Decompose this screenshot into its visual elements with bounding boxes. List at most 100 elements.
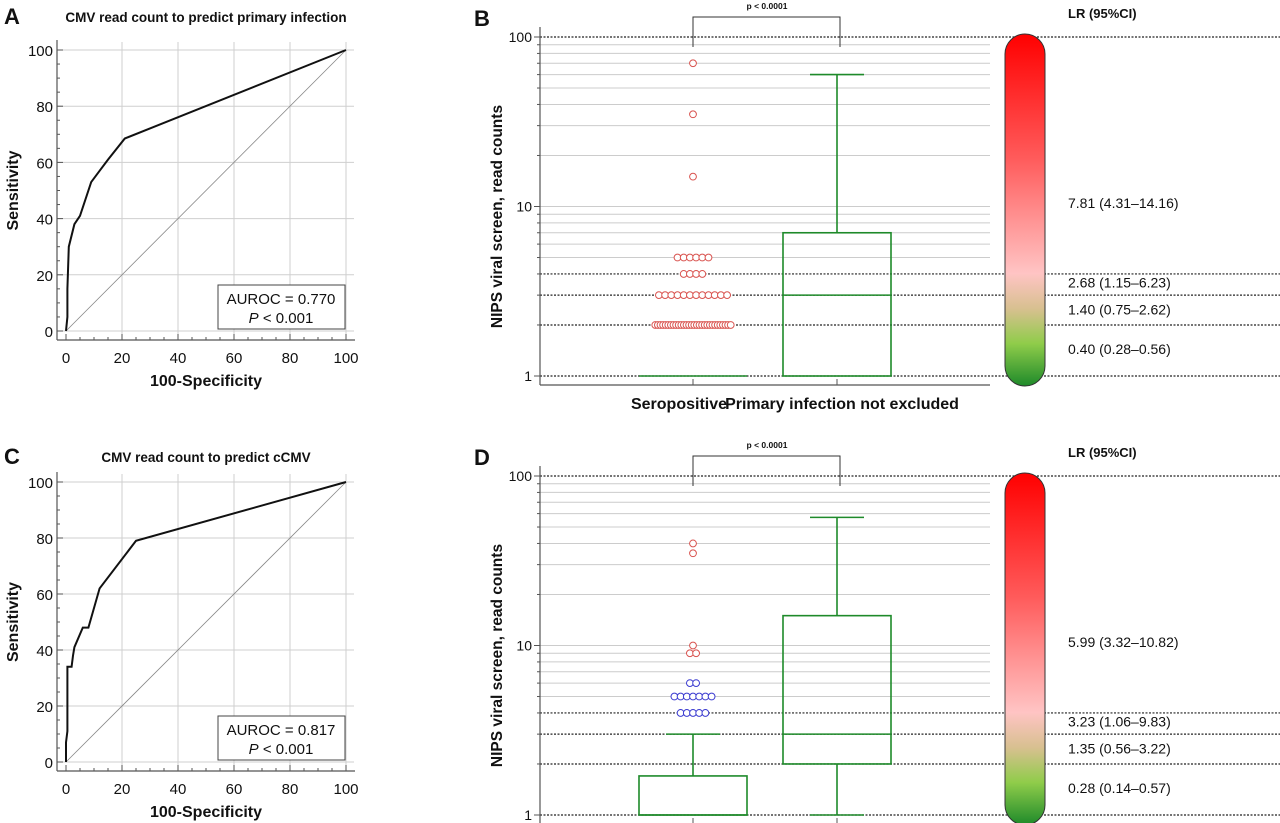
y-tick-label: 0 (45, 324, 53, 341)
box-0 (639, 59, 747, 377)
outlier-point (701, 709, 710, 717)
outlier-point (689, 539, 697, 548)
y-tick-label: 20 (36, 699, 53, 716)
outlier-point (707, 692, 716, 701)
lr-colorbar (1004, 472, 1046, 823)
panel-c: C CMV read count to predict cCMV 0 20 40 60 80… (4, 444, 359, 821)
outlier-point (692, 679, 700, 688)
box-iqr (782, 231, 892, 377)
chart-title: CMV read count to predict primary infect… (65, 10, 346, 25)
x-tick-label: 40 (170, 781, 187, 798)
category-label: Seropositive (631, 396, 727, 413)
panel-letter: D (474, 445, 490, 470)
lr-label: 0.40 (0.28–0.56) (1068, 341, 1171, 357)
x-tick-label: 20 (114, 350, 131, 367)
significance-label: p < 0.0001 (747, 440, 788, 450)
box-1 (782, 516, 892, 816)
x-tick-label: 20 (114, 781, 131, 798)
p-italic: P (249, 741, 259, 758)
y-tick-label: 80 (36, 99, 53, 116)
significance-label: p < 0.0001 (747, 1, 788, 11)
y-tick-label: 100 (509, 468, 533, 484)
reference-diagonal (65, 481, 347, 763)
significance-bracket (692, 455, 841, 486)
x-axis-label: 100-Specificity (150, 373, 262, 390)
x-tick-label: 0 (62, 350, 70, 367)
auroc-value: AUROC = 0.770 (227, 291, 336, 308)
outlier-point (698, 270, 707, 278)
y-tick-label: 20 (36, 268, 53, 285)
lr-label: 1.40 (0.75–2.62) (1068, 302, 1171, 318)
reference-diagonal (65, 49, 347, 332)
x-tick-label: 40 (170, 350, 187, 367)
x-tick-label: 60 (226, 350, 243, 367)
x-axis-label: 100-Specificity (150, 804, 262, 821)
auroc-box (217, 715, 346, 761)
panel-letter: A (4, 4, 20, 29)
lr-header: LR (95%CI) (1068, 6, 1137, 21)
y-axis-label: Sensitivity (5, 582, 22, 662)
y-axis-label: NIPS viral screen, read counts (489, 544, 506, 767)
y-tick-label: 100 (28, 475, 53, 492)
lr-header: LR (95%CI) (1068, 445, 1137, 460)
significance-bracket (692, 16, 841, 47)
y-tick-label: 40 (36, 212, 53, 229)
p-value: P < 0.001 (249, 310, 314, 327)
lr-label: 3.23 (1.06–9.83) (1068, 714, 1171, 730)
y-tick-label: 60 (36, 587, 53, 604)
outlier-point (726, 321, 735, 329)
outlier-point (692, 649, 700, 658)
x-tick-label: 100 (333, 350, 358, 367)
chart-title: CMV read count to predict cCMV (101, 450, 310, 465)
outlier-point (689, 59, 697, 68)
p-italic: P (249, 310, 259, 327)
outlier-point (689, 549, 697, 558)
x-tick-label: 80 (282, 350, 299, 367)
lr-colorbar (1004, 33, 1046, 387)
outlier-point (689, 172, 697, 181)
category-label: Primary infection not excluded (725, 396, 959, 413)
panel-b: B 1 10 100 NIPS viral screen, read counts Ser… (474, 1, 1280, 413)
outlier-point (689, 641, 697, 650)
y-tick-label: 80 (36, 531, 53, 548)
outlier-point (704, 253, 713, 262)
y-axis-label: NIPS viral screen, read counts (489, 105, 506, 328)
x-tick-label: 60 (226, 781, 243, 798)
p-rest: < 0.001 (259, 741, 314, 758)
box-1 (782, 73, 892, 377)
y-tick-label: 40 (36, 643, 53, 660)
box-iqr (638, 775, 748, 816)
y-tick-label: 1 (524, 807, 532, 823)
panel-letter: B (474, 6, 490, 31)
roc-curve (65, 481, 347, 762)
box-0 (638, 539, 748, 816)
p-value: P < 0.001 (249, 741, 314, 758)
y-tick-label: 100 (509, 29, 533, 45)
y-tick-label: 10 (516, 638, 532, 654)
y-tick-label: 10 (516, 199, 532, 215)
lr-label: 5.99 (3.32–10.82) (1068, 634, 1179, 650)
y-tick-label: 1 (524, 368, 532, 384)
outlier-point (689, 110, 697, 119)
p-rest: < 0.001 (259, 310, 314, 327)
y-tick-label: 60 (36, 155, 53, 172)
outlier-point (723, 291, 731, 300)
lr-label: 1.35 (0.56–3.22) (1068, 741, 1171, 757)
lr-label: 7.81 (4.31–14.16) (1068, 195, 1179, 211)
panel-a: A CMV read count to predict primary infec… (4, 4, 359, 390)
lr-label: 2.68 (1.15–6.23) (1068, 275, 1171, 291)
y-tick-label: 100 (28, 43, 53, 60)
box-iqr (782, 614, 892, 765)
roc-curve (65, 49, 347, 332)
lr-label: 0.28 (0.14–0.57) (1068, 780, 1171, 796)
y-axis-label: Sensitivity (5, 150, 22, 230)
x-tick-label: 0 (62, 781, 70, 798)
auroc-value: AUROC = 0.817 (227, 722, 336, 739)
x-tick-label: 100 (333, 781, 358, 798)
panel-letter: C (4, 444, 20, 469)
y-tick-label: 0 (45, 755, 53, 772)
x-tick-label: 80 (282, 781, 299, 798)
auroc-box (217, 284, 346, 330)
